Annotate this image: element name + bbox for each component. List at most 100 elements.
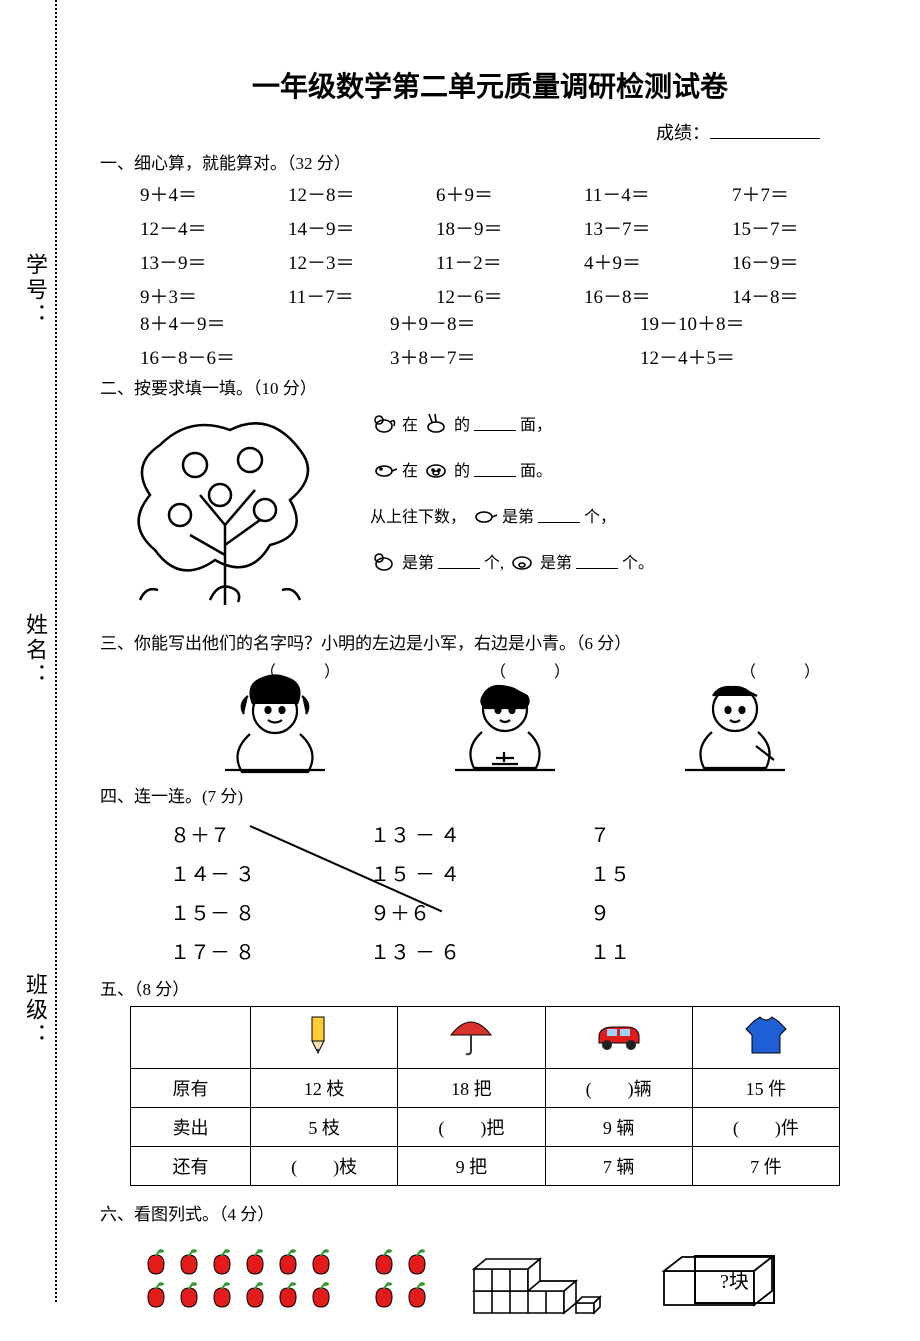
- q5-rowlabel: 还有: [131, 1147, 251, 1186]
- q2-l1b: 的: [454, 411, 470, 435]
- q1-cell: 16－9＝: [732, 248, 880, 275]
- pig-icon: [422, 458, 450, 480]
- q1-cell: 11－4＝: [584, 180, 732, 207]
- q5-icon-shirt: [692, 1007, 839, 1069]
- q1-cell: 12－3＝: [288, 248, 436, 275]
- q5-cell[interactable]: ( )件: [692, 1108, 839, 1147]
- kid-middle-icon: [430, 666, 580, 776]
- q4-cell: １５－ ８: [170, 897, 370, 926]
- page-content: 一年级数学第二单元质量调研检测试卷 成绩： 一、细心算，就能算对。（32 分） …: [90, 0, 920, 1341]
- q1-cell: 12－8＝: [288, 180, 436, 207]
- q1-cell: 7＋7＝: [732, 180, 880, 207]
- q4-wrap[interactable]: ８＋７１３ － ４７１４－ ３１５ － ４１５１５－ ８９＋６９１７－ ８１３ …: [100, 813, 880, 965]
- q2-blank-3[interactable]: [538, 507, 580, 523]
- s2-heading: 二、按要求填一填。（10 分）: [100, 374, 880, 399]
- score-label: 成绩：: [656, 123, 710, 143]
- page-title: 一年级数学第二单元质量调研检测试卷: [100, 65, 880, 105]
- q2-text: 在 的 面， 在 的 面。 从上往下数， 是第 个，: [370, 405, 880, 595]
- apple-row: [140, 1281, 338, 1314]
- car-icon: [593, 1013, 645, 1057]
- apple-icon: [239, 1281, 272, 1314]
- apple-icon: [206, 1281, 239, 1314]
- q5-icon-umbrella: [398, 1007, 545, 1069]
- q3-blank-c[interactable]: （ ）: [740, 658, 820, 682]
- q1-cell: 12－4＋5＝: [630, 343, 880, 370]
- squirrel-icon: [370, 550, 398, 572]
- kid-left-icon: [200, 666, 350, 776]
- q3-row: （ ） （ ） （ ）: [100, 660, 880, 776]
- q1-cell: 13－9＝: [140, 248, 288, 275]
- q2-l1a: 在: [402, 411, 418, 435]
- q5-cell[interactable]: ( )枝: [251, 1147, 398, 1186]
- table-row: [131, 1007, 840, 1069]
- apple-row: [368, 1281, 434, 1314]
- apple-icon: [173, 1248, 206, 1281]
- apple-group-big: [140, 1248, 338, 1314]
- s3-heading: 三、你能写出他们的名字吗？小明的左边是小军，右边是小青。（6 分）: [100, 629, 880, 654]
- table-row: 卖出 5 枝 ( )把 9 辆 ( )件: [131, 1108, 840, 1147]
- q4-cell: １３ － ４: [370, 819, 590, 848]
- apple-group-small: [368, 1248, 434, 1314]
- squirrel-icon: [370, 412, 398, 434]
- apple-icon: [140, 1281, 173, 1314]
- pencil-icon: [298, 1013, 350, 1057]
- apple-icon: [272, 1281, 305, 1314]
- q4-grid: ８＋７１３ － ４７１４－ ３１５ － ４１５１５－ ８９＋６９１７－ ８１３ …: [170, 819, 880, 965]
- apple-row: [368, 1248, 434, 1281]
- q1-cell: 4＋9＝: [584, 248, 732, 275]
- q4-cell: １５: [590, 858, 730, 887]
- apple-row: [140, 1248, 338, 1281]
- table-row: 还有 ( )枝 9 把 7 辆 7 件: [131, 1147, 840, 1186]
- q2-line2: 在 的 面。: [370, 457, 880, 481]
- q2-blank-4[interactable]: [438, 553, 480, 569]
- q1-grid-5col: 9＋4＝12－8＝6＋9＝11－4＝7＋7＝12－4＝14－9＝18－9＝13－…: [100, 180, 880, 309]
- q5-cell: 18 把: [398, 1069, 545, 1108]
- s6-heading: 六、看图列式。（4 分）: [100, 1200, 880, 1225]
- q4-cell: ９: [590, 897, 730, 926]
- q5-cell[interactable]: ( )把: [398, 1108, 545, 1147]
- q1-cell: 11－2＝: [436, 248, 584, 275]
- tree-illustration: [100, 405, 350, 615]
- q2-l3a: 从上往下数，: [370, 503, 466, 527]
- q3-blank-a[interactable]: （ ）: [260, 658, 340, 682]
- cube-stack-icon: [464, 1241, 624, 1321]
- q2-blank-1[interactable]: [474, 415, 516, 431]
- q2-l3c: 个，: [584, 503, 616, 527]
- q3-blank-b[interactable]: （ ）: [490, 658, 570, 682]
- q1-cell: 6＋9＝: [436, 180, 584, 207]
- q4-cell: １７－ ８: [170, 936, 370, 965]
- side-id-label: 学号：: [19, 253, 51, 328]
- apple-icon: [368, 1281, 401, 1314]
- q5-cell: 7 辆: [545, 1147, 692, 1186]
- q1-cell: 16－8＝: [584, 282, 732, 309]
- q2-l4b: 个,: [484, 549, 504, 573]
- q1-cell: 3＋8－7＝: [380, 343, 630, 370]
- kid-right-icon: [660, 666, 810, 776]
- q2-line4: 是第 个, 是第 个。: [370, 549, 880, 573]
- q5-rowlabel: 卖出: [131, 1108, 251, 1147]
- q5-rowlabel: 原有: [131, 1069, 251, 1108]
- q2-blank-2[interactable]: [474, 461, 516, 477]
- apple-icon: [206, 1248, 239, 1281]
- q1-cell: 9＋9－8＝: [380, 309, 630, 336]
- umbrella-icon: [445, 1013, 497, 1057]
- q1-cell: 12－6＝: [436, 282, 584, 309]
- q4-cell: ７: [590, 819, 730, 848]
- score-blank[interactable]: [710, 138, 820, 139]
- q2-l2b: 的: [454, 457, 470, 481]
- q2-blank-5[interactable]: [576, 553, 618, 569]
- q5-cell: 12 枝: [251, 1069, 398, 1108]
- table-row: 原有 12 枝 18 把 ( )辆 15 件: [131, 1069, 840, 1108]
- q5-icon-pencil: [251, 1007, 398, 1069]
- rabbit-icon: [422, 412, 450, 434]
- q1-cell: 19－10＋8＝: [630, 309, 880, 336]
- q5-cell[interactable]: ( )辆: [545, 1069, 692, 1108]
- side-id: 学号：: [13, 253, 51, 328]
- q4-cell: １５ － ４: [370, 858, 590, 887]
- q5-cell: 9 把: [398, 1147, 545, 1186]
- binding-edge: [55, 0, 57, 1302]
- side-labels: 学号： 姓名： 班级：: [12, 110, 52, 1190]
- side-class-label: 班级：: [19, 973, 51, 1048]
- q4-cell: １１: [590, 936, 730, 965]
- apple-icon: [368, 1248, 401, 1281]
